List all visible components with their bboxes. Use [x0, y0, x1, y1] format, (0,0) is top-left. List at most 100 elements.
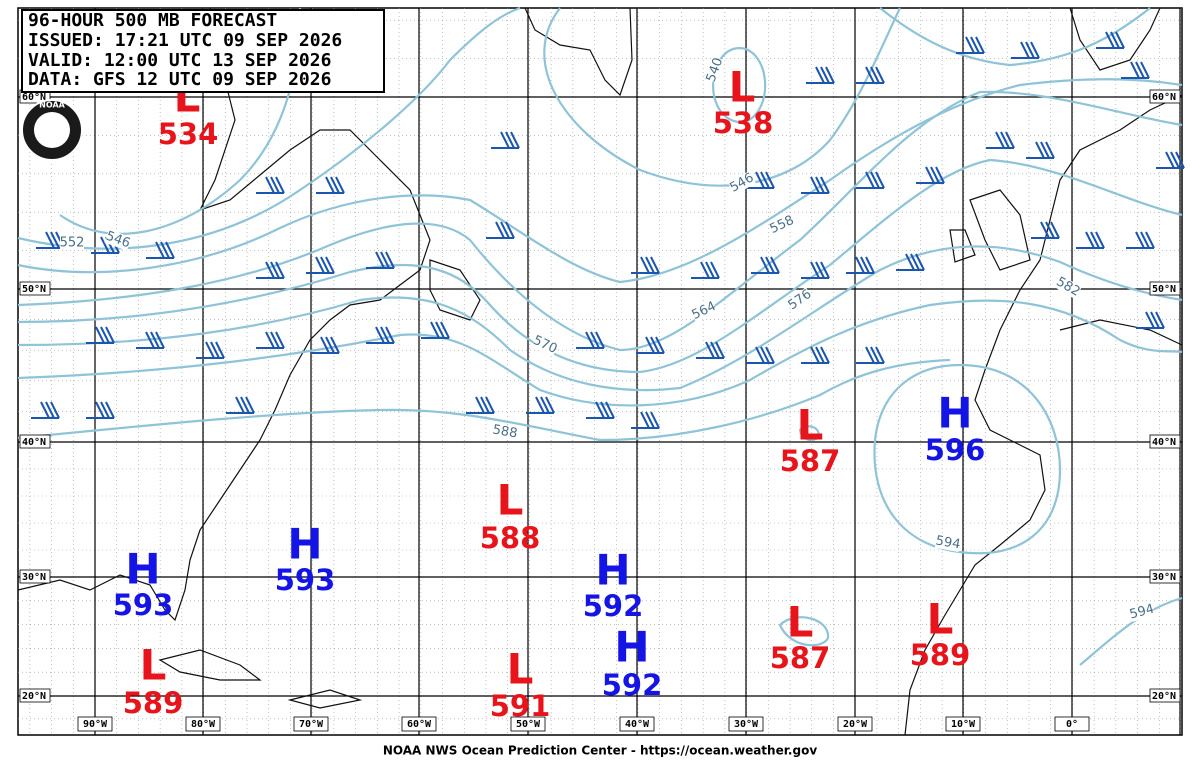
wind-barb — [31, 401, 60, 419]
lon-label: 80°W — [191, 719, 216, 730]
contour-label-bg — [104, 229, 132, 251]
wind-barb — [691, 261, 720, 279]
wind-barb — [86, 401, 115, 419]
contour-line — [17, 158, 1183, 374]
center-letter: L — [797, 401, 824, 450]
contour-line — [17, 358, 951, 442]
wind-barb — [306, 256, 335, 274]
map-frame — [17, 7, 1183, 736]
center-value: 589 — [123, 686, 184, 720]
center-letter: H — [595, 546, 630, 595]
lon-label-box — [945, 716, 981, 732]
lon-label: 70°W — [299, 719, 324, 730]
center-value: 591 — [490, 689, 551, 723]
lat-label-box — [19, 281, 51, 296]
header-line: 96-HOUR 500 MB FORECAST — [28, 10, 277, 31]
wind-barb — [421, 321, 450, 339]
contour-label-bg — [728, 170, 756, 196]
grid — [18, 8, 1182, 735]
wind-barb — [801, 346, 830, 364]
wind-barb — [586, 401, 615, 419]
contour-loop — [778, 616, 830, 647]
contour-label-bg — [1128, 602, 1156, 622]
wind-barb — [226, 396, 255, 414]
contour-label-bg — [690, 299, 718, 323]
lat-label-box — [19, 434, 51, 449]
header-line: VALID: 12:00 UTC 13 SEP 2026 — [28, 50, 331, 71]
wind-barb — [631, 256, 660, 274]
lat-label-box — [1149, 434, 1181, 449]
wind-barb — [576, 331, 605, 349]
lat-label: 20°N — [22, 691, 46, 702]
lat-label: 40°N — [1152, 437, 1176, 448]
contour-label-bg — [768, 213, 796, 237]
contour-loop — [873, 363, 1062, 555]
header-line: DATA: GFS 12 UTC 09 SEP 2026 — [28, 69, 331, 90]
lat-label-box — [1149, 569, 1181, 584]
british-isles-coast — [949, 189, 1031, 271]
lon-label: 60°W — [407, 719, 432, 730]
lon-label-box — [728, 716, 764, 732]
lon-label: 0° — [1066, 719, 1078, 730]
lat-label: 60°N — [1152, 92, 1176, 103]
center-value: 592 — [602, 668, 663, 702]
contour-label: 594 — [934, 533, 961, 552]
wind-barb — [86, 326, 115, 344]
header-line: ISSUED: 17:21 UTC 09 SEP 2026 — [28, 30, 342, 51]
contour-line — [17, 299, 1183, 407]
wind-barb — [366, 251, 395, 269]
wind-barb — [1096, 31, 1125, 49]
lat-label: 50°N — [22, 284, 46, 295]
center-letter: L — [729, 63, 756, 112]
lat-label: 40°N — [22, 437, 46, 448]
center-letter: H — [937, 389, 972, 438]
contour-label-bg — [531, 333, 559, 357]
wind-barb — [856, 346, 885, 364]
contour-line — [1079, 596, 1183, 666]
wind-barb — [896, 253, 925, 271]
lon-label: 20°W — [843, 719, 868, 730]
center-letter: H — [287, 520, 322, 569]
wind-barb — [956, 36, 985, 54]
wind-barb — [366, 326, 395, 344]
greenland-coast — [524, 7, 633, 97]
lat-label-box — [1149, 89, 1181, 104]
wind-barb — [746, 346, 775, 364]
header-box — [21, 9, 385, 93]
wind-barb — [136, 331, 165, 349]
lon-label-box — [837, 716, 873, 732]
north-america-coast — [17, 7, 431, 622]
center-value: 592 — [583, 589, 644, 623]
europe-africa-coast — [904, 94, 1183, 736]
wind-barb — [466, 396, 495, 414]
wind-barb — [311, 336, 340, 354]
footer: NOAA NWS Ocean Prediction Center - https… — [383, 744, 817, 758]
logo-text: NOAA — [39, 101, 65, 110]
center-letter: L — [927, 595, 954, 644]
lat-label-box — [1149, 688, 1181, 703]
center-letter: H — [125, 545, 160, 594]
wind-barb — [856, 171, 885, 189]
coastlines — [17, 7, 1183, 736]
contour-thick — [17, 90, 1183, 352]
wind-barb — [856, 66, 885, 84]
scandinavia-coast — [1069, 7, 1161, 71]
wind-barb — [846, 256, 875, 274]
wind-barb — [986, 131, 1015, 149]
contour-label-bg — [934, 534, 962, 552]
lat-label: 60°N — [22, 92, 46, 103]
center-value: 593 — [275, 563, 336, 597]
labels: 60°N 60°N 50°N 50°N 40°N 40°N 30°N 30°N 20°N 20°N… — [19, 56, 1181, 732]
contour-label-bg — [704, 56, 726, 84]
center-value: 596 — [925, 433, 986, 467]
lon-label: 10°W — [951, 719, 976, 730]
wind-barb — [146, 241, 175, 259]
wind-barb — [1136, 311, 1165, 329]
lon-label: 90°W — [83, 719, 108, 730]
contour-label: 594 — [1128, 602, 1156, 623]
wind-barb — [491, 131, 520, 149]
lon-label: 40°W — [625, 719, 650, 730]
wind-barb — [1076, 231, 1105, 249]
center-value: 587 — [770, 641, 831, 675]
